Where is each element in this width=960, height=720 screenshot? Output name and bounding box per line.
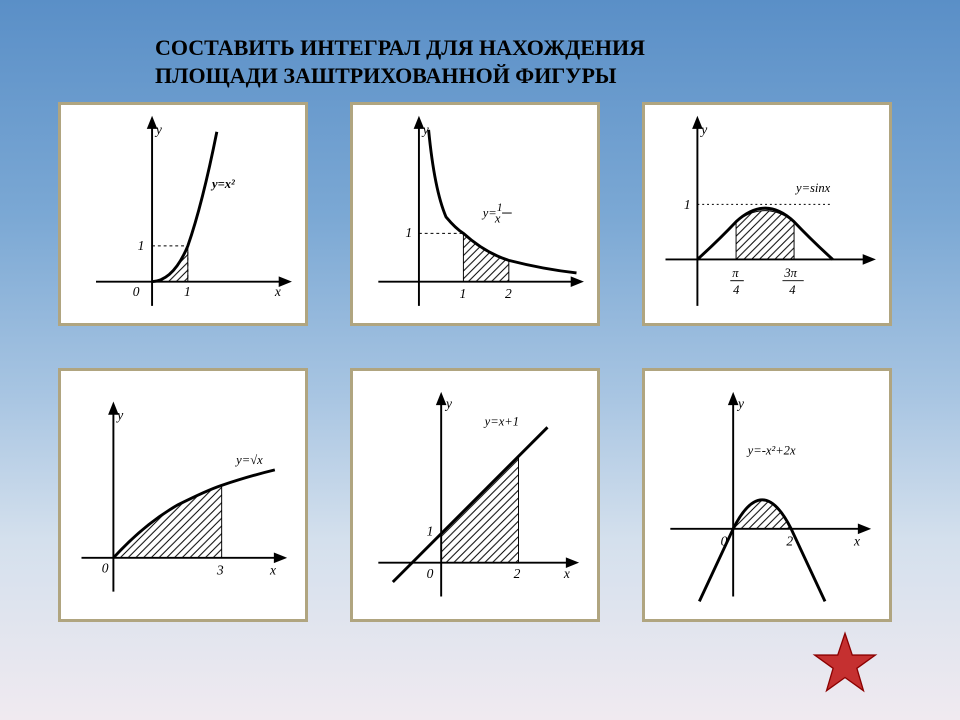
x-tick: 3 [216,562,224,577]
x-axis-label: x [853,533,860,548]
x-axis-label: x [563,566,570,581]
y-axis-label: y [421,122,429,137]
x-tick-2: 2 [505,286,512,301]
x-tick-3pi4-num: 3π [783,266,797,280]
function-label: y=1x [481,201,503,226]
y-tick: 1 [138,238,145,253]
panel-3: y 1 y=sinx π 4 3π 4 [642,102,892,326]
x-tick: 2 [786,533,793,548]
origin-label: 0 [133,284,140,299]
chart-sine: y 1 y=sinx π 4 3π 4 [651,111,883,317]
function-label: y=x² [210,177,235,191]
y-tick: 1 [427,524,434,539]
chart-line: y x 0 1 2 y=x+1 [359,377,591,613]
y-axis-label: y [699,122,707,137]
title-line-1: СОСТАВИТЬ ИНТЕГРАЛ ДЛЯ НАХОЖДЕНИЯ [155,35,645,60]
panel-4: y x 0 3 y=√x [58,368,308,622]
origin-label: 0 [427,566,434,581]
function-label: y=-x²+2x [746,443,796,457]
x-axis-label: x [269,562,276,577]
origin-label: 0 [102,560,109,575]
chart-parabola-down: y x 0 2 y=-x²+2x [651,377,883,613]
x-tick-3pi4-den: 4 [789,283,795,297]
x-tick-pi4-den: 4 [733,283,739,297]
page-title: СОСТАВИТЬ ИНТЕГРАЛ ДЛЯ НАХОЖДЕНИЯ ПЛОЩАД… [155,34,645,89]
y-tick: 1 [684,197,691,212]
title-line-2: ПЛОЩАДИ ЗАШТРИХОВАННОЙ ФИГУРЫ [155,63,617,88]
x-tick: 1 [184,284,191,299]
y-axis-label: y [444,396,452,411]
x-axis-label: x [274,284,281,299]
y-tick: 1 [405,225,412,240]
panel-2: y 1 1 2 y=1x [350,102,600,326]
chart-sqrt: y x 0 3 y=√x [67,377,299,613]
function-label: y=√x [234,453,263,467]
panel-6: y x 0 2 y=-x²+2x [642,368,892,622]
function-label: y=x+1 [483,414,519,428]
y-axis-label: y [115,408,123,423]
x-tick: 2 [514,566,521,581]
y-axis-label: y [154,122,162,137]
x-tick-1: 1 [460,286,467,301]
y-axis-label: y [736,396,744,411]
x-tick-pi4-num: π [732,266,739,280]
panel-5: y x 0 1 2 y=x+1 [350,368,600,622]
function-label: y=sinx [794,181,831,195]
panel-grid: y x 0 1 1 y=x² [58,102,908,622]
chart-hyperbola: y 1 1 2 y=1x [359,111,591,317]
chart-parabola: y x 0 1 1 y=x² [67,111,299,317]
panel-1: y x 0 1 1 y=x² [58,102,308,326]
star-icon[interactable] [812,630,878,696]
origin-label: 0 [721,533,728,548]
